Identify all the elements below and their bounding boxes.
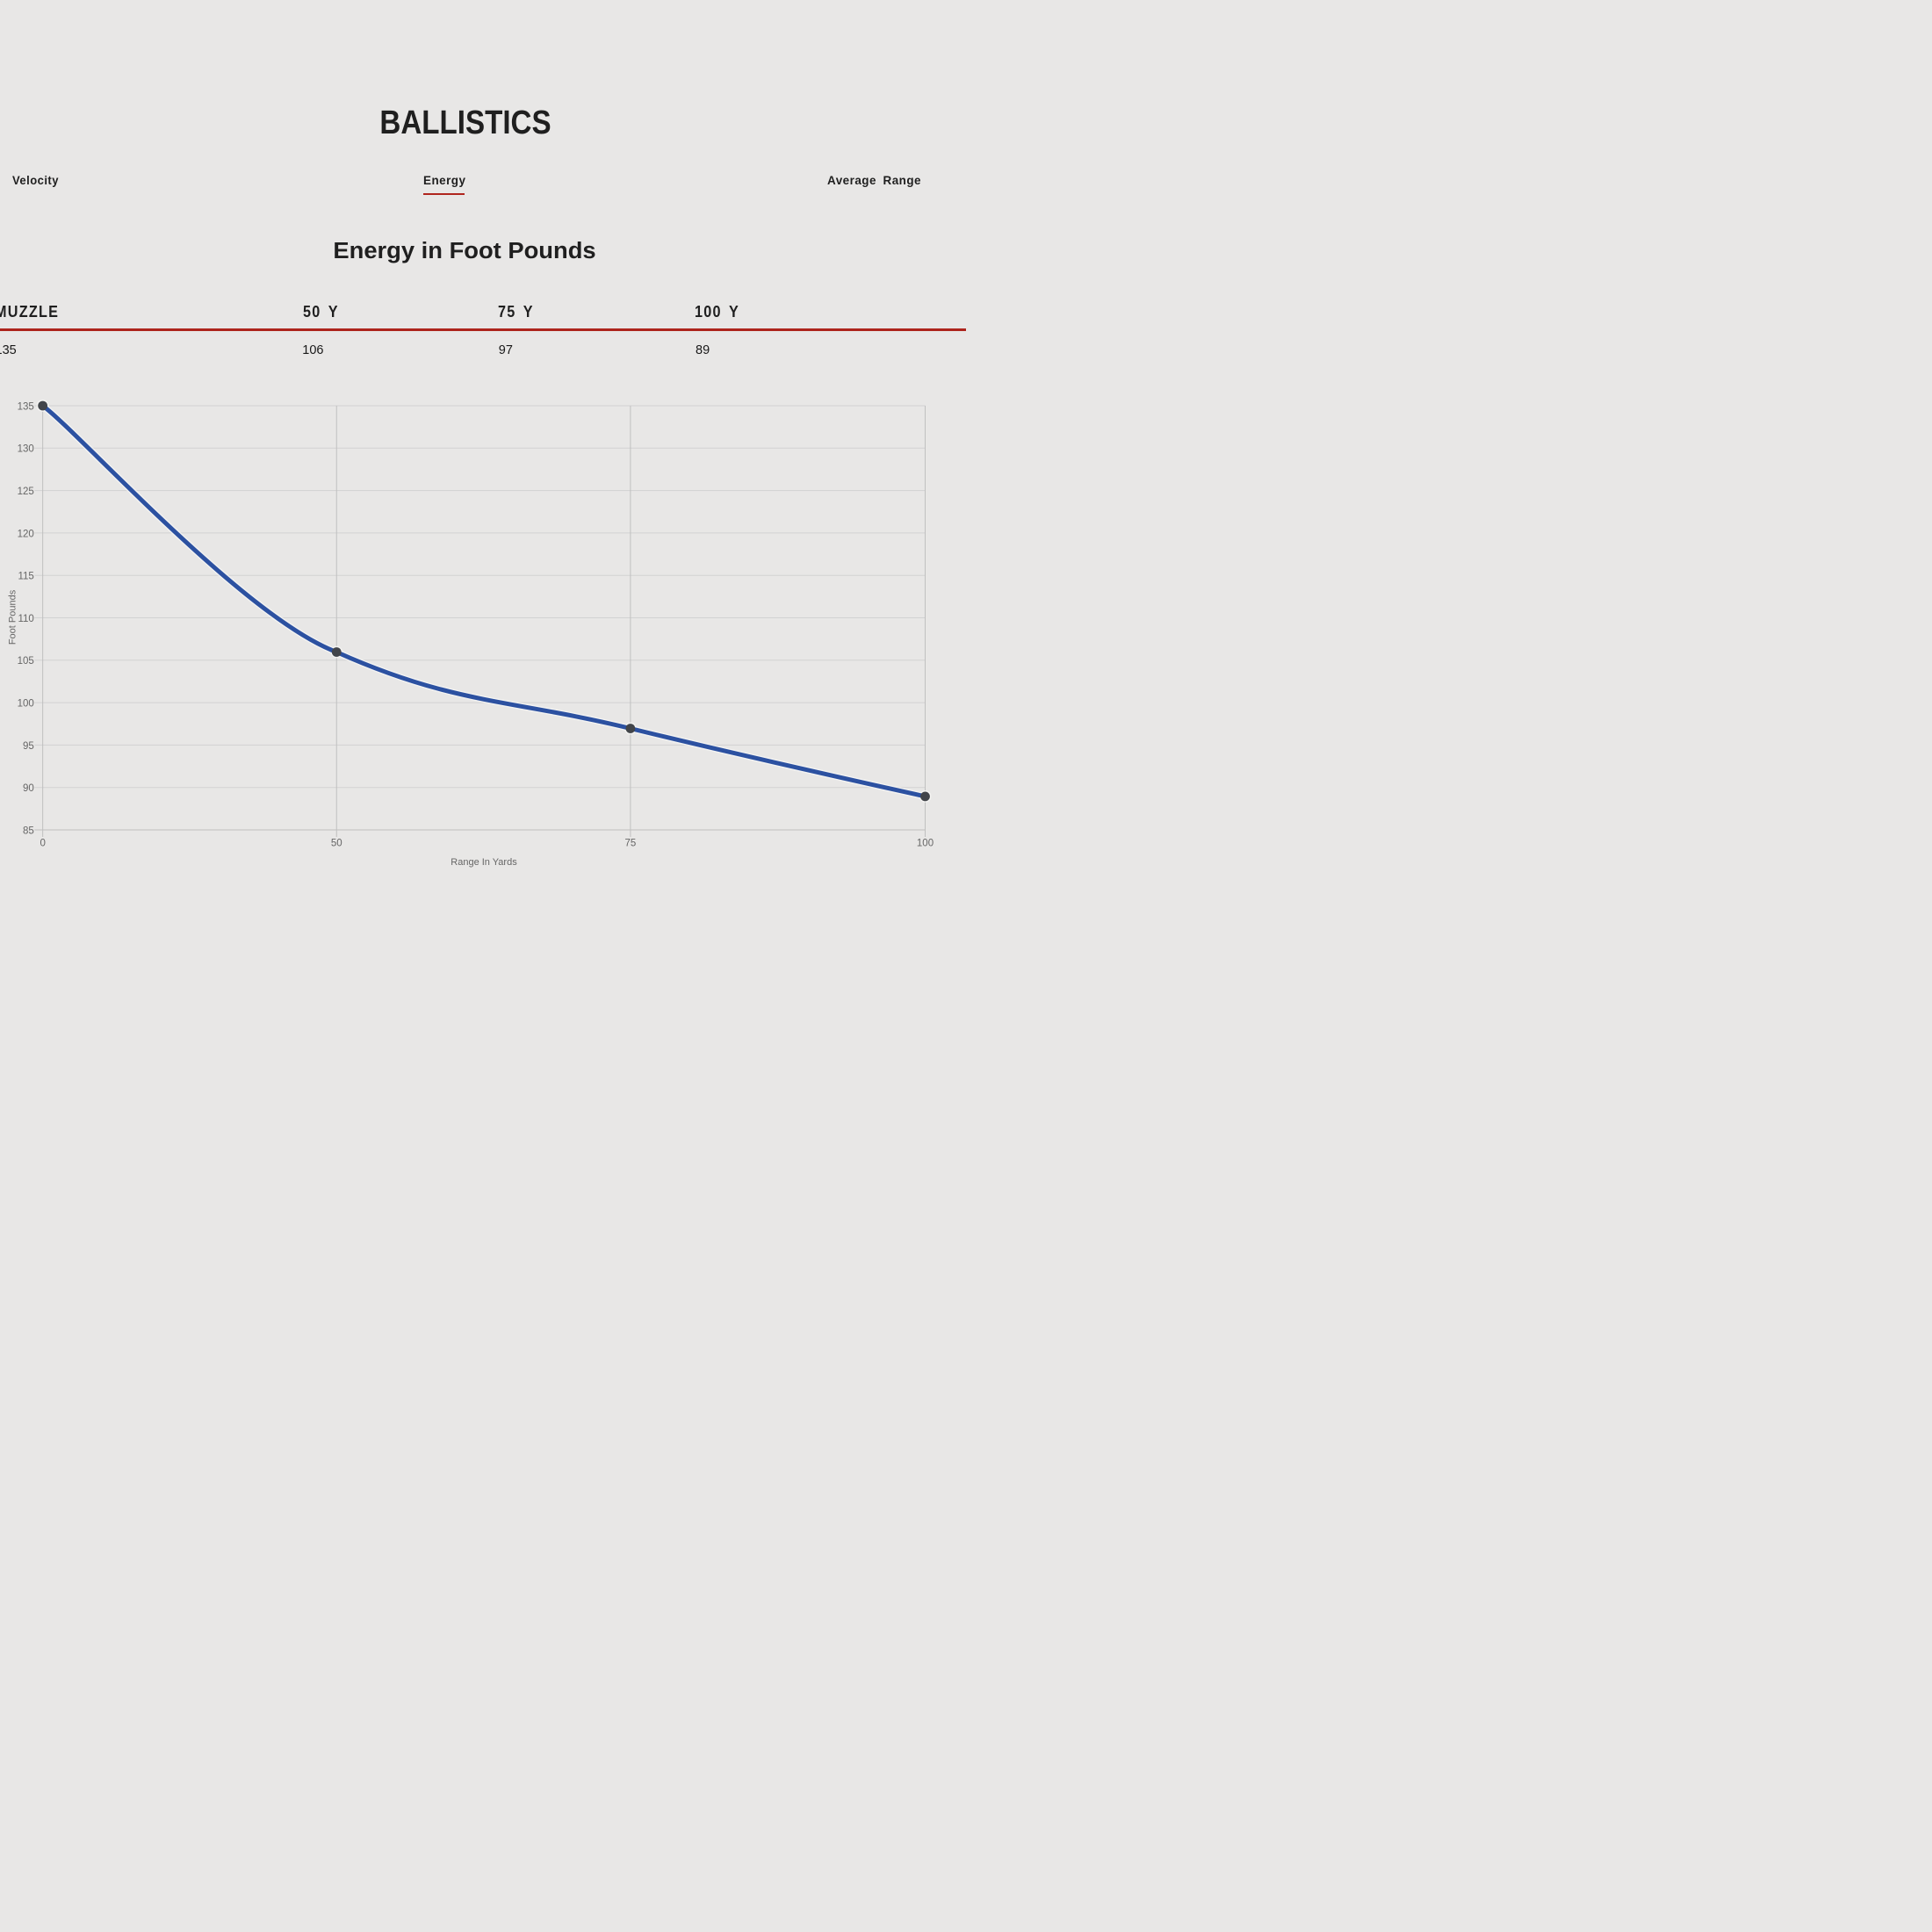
svg-text:75: 75: [625, 839, 637, 849]
svg-text:135: 135: [18, 401, 34, 412]
svg-text:130: 130: [18, 444, 34, 455]
svg-text:100: 100: [18, 699, 34, 710]
svg-text:95: 95: [23, 741, 34, 752]
svg-text:125: 125: [18, 487, 34, 497]
svg-text:Foot Pounds: Foot Pounds: [8, 589, 18, 645]
svg-text:Range In Yards: Range In Yards: [451, 857, 517, 868]
svg-text:85: 85: [23, 825, 34, 836]
svg-text:120: 120: [18, 529, 34, 539]
svg-text:115: 115: [18, 572, 33, 582]
svg-text:110: 110: [18, 614, 33, 624]
svg-text:90: 90: [23, 783, 34, 794]
svg-text:105: 105: [18, 656, 34, 667]
svg-text:0: 0: [40, 839, 45, 849]
svg-text:100: 100: [917, 839, 934, 849]
svg-text:50: 50: [331, 839, 342, 849]
